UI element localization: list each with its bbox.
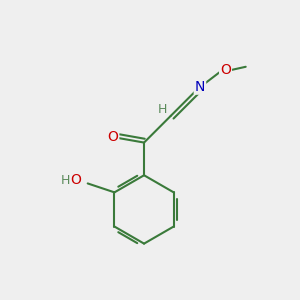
- Text: O: O: [107, 130, 118, 144]
- Text: O: O: [70, 173, 81, 188]
- Text: O: O: [220, 63, 231, 77]
- Text: H: H: [158, 103, 167, 116]
- Text: N: N: [195, 80, 205, 94]
- Text: H: H: [61, 174, 70, 187]
